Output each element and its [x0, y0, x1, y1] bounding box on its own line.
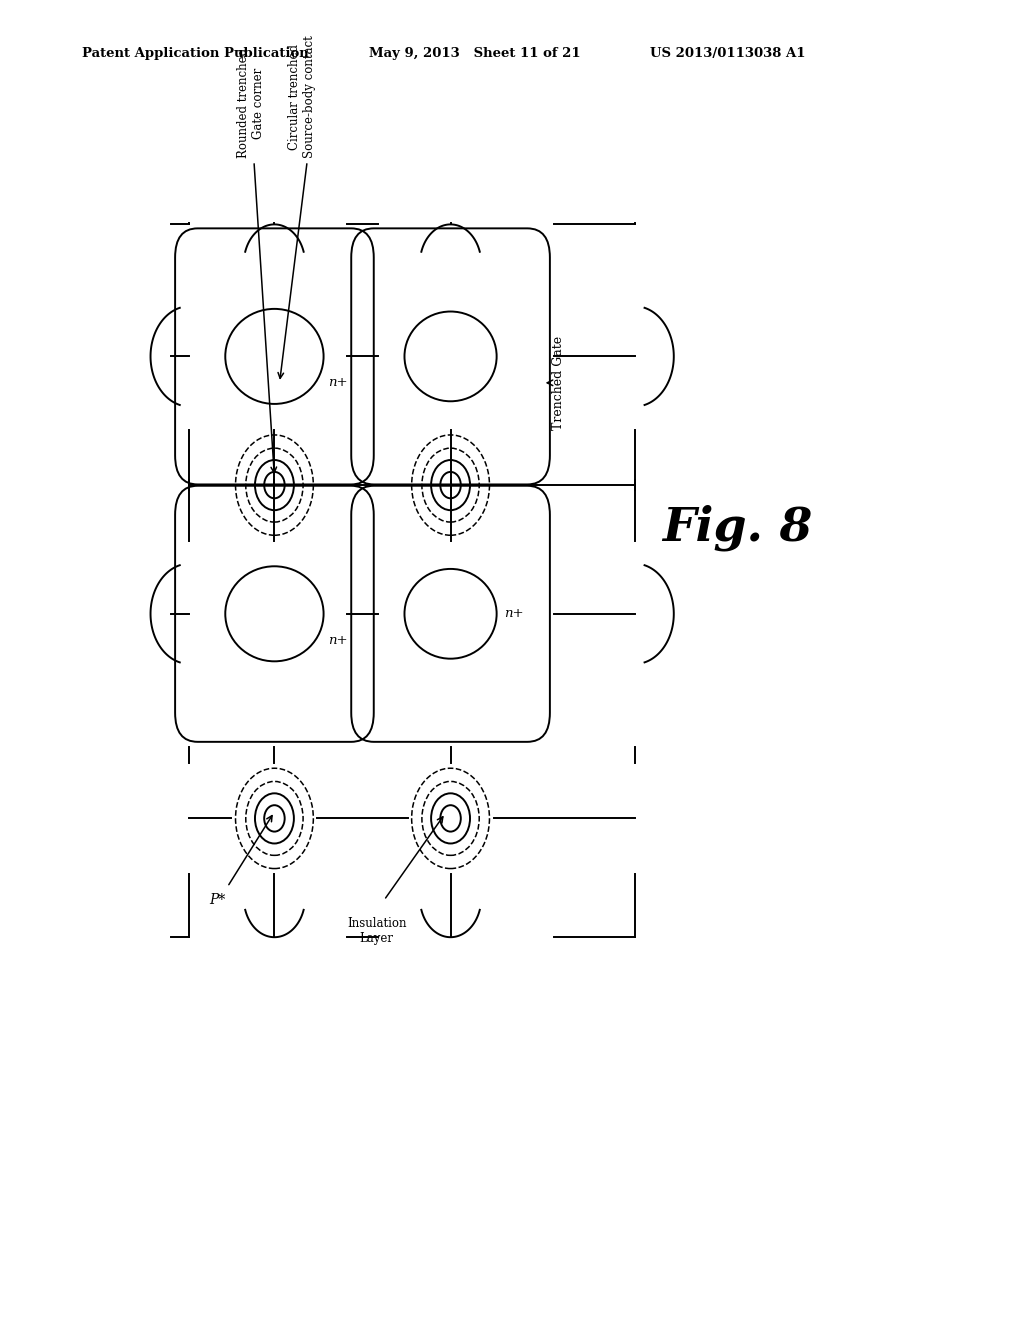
Text: Insulation
Layer: Insulation Layer	[347, 917, 407, 945]
Text: US 2013/0113038 A1: US 2013/0113038 A1	[650, 46, 806, 59]
Text: May 9, 2013   Sheet 11 of 21: May 9, 2013 Sheet 11 of 21	[369, 46, 581, 59]
Text: n+: n+	[328, 634, 347, 647]
Text: Patent Application Publication: Patent Application Publication	[82, 46, 308, 59]
Text: n+: n+	[328, 376, 347, 389]
Text: Rounded trenched
Gate corner: Rounded trenched Gate corner	[237, 49, 265, 158]
Text: Fig. 8: Fig. 8	[663, 504, 812, 552]
Text: Trenched Gate: Trenched Gate	[552, 335, 564, 430]
Text: P*: P*	[209, 894, 225, 907]
Text: Circular trenched
Source-body contact: Circular trenched Source-body contact	[288, 36, 316, 158]
Text: n+: n+	[504, 607, 523, 620]
